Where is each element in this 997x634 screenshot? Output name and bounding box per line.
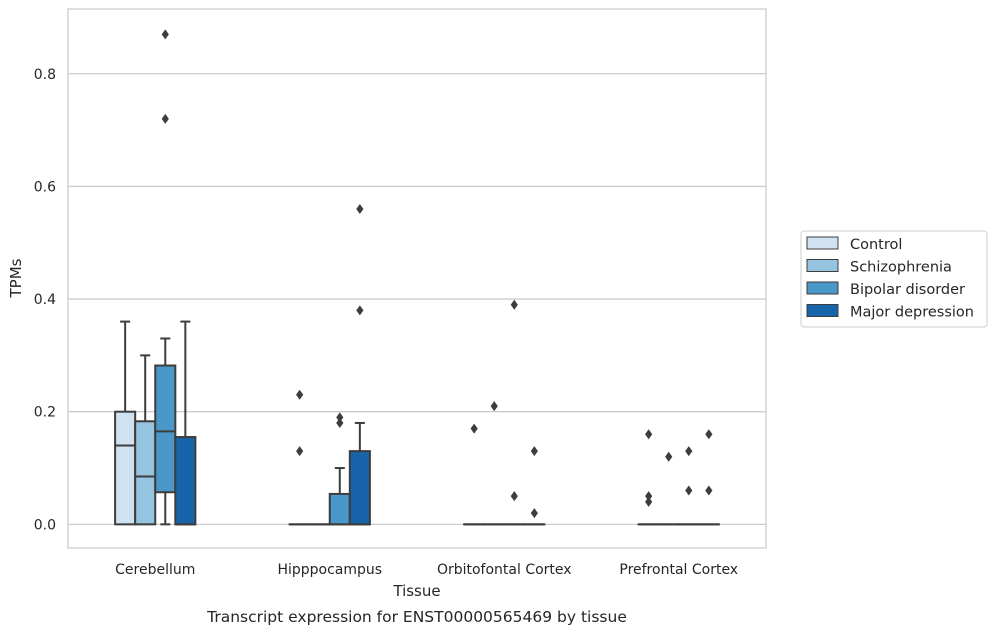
y-tick-label: 0.0 — [34, 517, 56, 533]
x-tick-label: Cerebellum — [115, 562, 195, 578]
legend: Control Schizophrenia Bipolar disorder Majo… — [800, 230, 988, 328]
x-axis-title: Tissue — [392, 582, 440, 600]
outlier-point — [530, 508, 538, 519]
boxes — [114, 29, 720, 526]
legend-label: Control — [850, 237, 902, 253]
legend-swatch — [806, 281, 839, 295]
y-axis-title: TPMs — [7, 258, 25, 298]
box-schizophrenia — [134, 354, 157, 526]
outlier-point — [705, 429, 713, 440]
legend-swatch — [806, 259, 839, 272]
outlier-point — [530, 446, 538, 457]
outlier-point — [645, 429, 653, 440]
x-tick-label: Hipppocampus — [277, 562, 382, 578]
box-bipolar-disorder — [154, 29, 177, 526]
plot-frame — [67, 8, 767, 549]
x-tick-label: Prefrontal Cortex — [619, 562, 738, 578]
outlier-point — [510, 299, 518, 310]
box-control — [637, 429, 660, 526]
box-major-depression — [523, 446, 546, 526]
box-body — [134, 420, 157, 526]
box-body — [174, 436, 197, 526]
outlier-point — [336, 417, 344, 428]
legend-swatch — [806, 236, 839, 250]
box-bipolar-disorder — [677, 446, 700, 526]
legend-frame — [800, 230, 988, 328]
box-bipolar-disorder — [328, 412, 351, 526]
outlier-point — [510, 491, 518, 502]
box-body — [154, 364, 177, 494]
box-major-depression — [348, 203, 371, 526]
box-major-depression — [174, 320, 197, 526]
y-tick-label: 0.4 — [34, 292, 56, 308]
x-axis-ticks: Cerebellum Hipppocampus Orbitofontal Corte… — [115, 562, 738, 578]
outlier-point — [336, 412, 344, 423]
outlier-point — [685, 485, 693, 496]
legend-label: Major depression — [850, 305, 974, 321]
outlier-point — [490, 401, 498, 412]
box-control — [463, 423, 486, 526]
box-body — [114, 410, 137, 526]
outlier-point — [645, 496, 653, 507]
outlier-point — [705, 485, 713, 496]
legend-swatch — [806, 304, 839, 317]
y-tick-label: 0.6 — [34, 179, 56, 195]
y-axis-ticks: 0.0 0.2 0.4 0.6 0.8 — [34, 67, 56, 534]
box-major-depression — [697, 429, 720, 526]
x-tick-label: Orbitofontal Cortex — [437, 562, 572, 578]
outlier-point — [296, 389, 304, 400]
chart-caption: Transcript expression for ENST0000056546… — [206, 608, 627, 626]
legend-label: Bipolar disorder — [850, 282, 965, 298]
outlier-point — [470, 423, 478, 434]
legend-label: Schizophrenia — [850, 260, 952, 276]
outlier-point — [356, 203, 364, 214]
box-body — [348, 450, 371, 526]
y-tick-label: 0.2 — [34, 405, 56, 421]
outlier-point — [645, 491, 653, 502]
outlier-point — [161, 29, 169, 40]
outlier-point — [685, 446, 693, 457]
box-control — [114, 320, 137, 526]
box-body — [328, 492, 351, 526]
outlier-point — [161, 113, 169, 124]
outlier-point — [665, 451, 673, 462]
outlier-point — [356, 305, 364, 316]
outlier-point — [296, 446, 304, 457]
y-tick-label: 0.8 — [34, 67, 56, 83]
